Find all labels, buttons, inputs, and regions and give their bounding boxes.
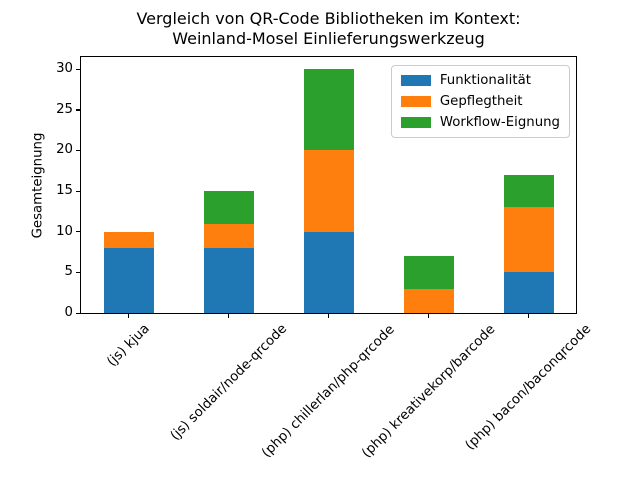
bar-segment [203, 223, 254, 248]
y-tick-label: 10 [56, 223, 73, 239]
bar-segment [203, 247, 254, 313]
y-tick-label: 15 [56, 183, 73, 199]
chart-title-line1: Vergleich von QR-Code Bibliotheken im Ko… [136, 9, 521, 28]
x-tick-mark [328, 314, 330, 318]
chart-title-line2: Weinland-Mosel Einlieferungswerkzeug [172, 29, 485, 48]
legend-swatch [400, 96, 431, 107]
x-tick-mark [428, 314, 430, 318]
bar-segment [303, 231, 354, 313]
y-tick-label: 30 [56, 61, 73, 77]
legend-item: Workflow-Eignung [400, 115, 560, 130]
y-tick-mark [76, 190, 80, 192]
bar-segment [103, 247, 154, 313]
legend-label: Funktionalität [439, 73, 531, 88]
x-tick-mark [228, 314, 230, 318]
bar-segment [403, 256, 454, 289]
bar-segment [103, 231, 154, 248]
x-tick-label: (js) soldair/node-qrcode [167, 321, 290, 444]
y-tick-label: 5 [64, 264, 73, 280]
bar-segment [503, 207, 554, 273]
legend-label: Gepflegtheit [439, 94, 523, 109]
bar-segment [303, 150, 354, 232]
x-tick-mark [528, 314, 530, 318]
legend-item: Gepflegtheit [400, 94, 560, 109]
y-tick-mark [76, 271, 80, 274]
y-tick-mark [76, 68, 80, 70]
bar-segment [403, 288, 454, 313]
y-tick-label: 20 [56, 142, 73, 158]
bar-segment [503, 272, 554, 313]
legend-item: Funktionalität [400, 73, 560, 88]
y-tick-mark [76, 312, 80, 314]
y-tick-label: 0 [64, 305, 73, 320]
y-tick-mark [76, 149, 80, 152]
bar-segment [303, 69, 354, 151]
bar-segment [503, 174, 554, 208]
legend-swatch [400, 75, 431, 86]
x-tick-label: (js) kjua [104, 321, 153, 370]
legend: Funktionalität Gepflegtheit Workflow-Eignu… [390, 65, 570, 138]
y-tick-mark [76, 109, 80, 111]
y-tick-label: 25 [56, 101, 73, 117]
chart-title: Vergleich von QR-Code Bibliotheken im Ko… [80, 9, 577, 49]
x-tick-mark [128, 314, 130, 318]
y-axis-label: Gesamteignung [30, 132, 46, 238]
y-tick-mark [76, 231, 80, 233]
bar-segment [203, 191, 254, 224]
legend-swatch [400, 117, 431, 128]
legend-label: Workflow-Eignung [439, 115, 560, 130]
